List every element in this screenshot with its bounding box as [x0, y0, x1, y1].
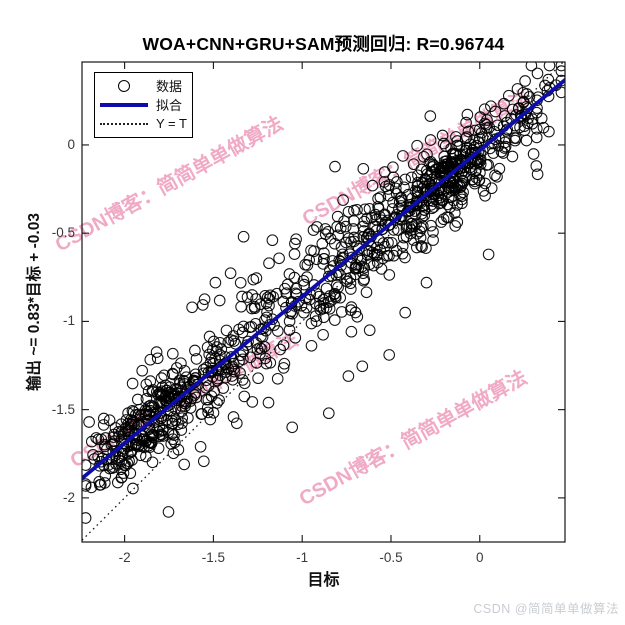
y-tick-label: -2 [62, 489, 75, 505]
fit-line-icon [100, 102, 148, 107]
fit-line [82, 78, 565, 481]
csdn-diagonal-watermark: CSDN博客：简简单单做算法 [295, 365, 531, 510]
x-tick-label: -1.5 [201, 550, 226, 565]
legend-item-identity: Y = T [95, 114, 192, 133]
x-axis-label: 目标 [307, 572, 340, 589]
legend-label-identity: Y = T [156, 116, 187, 131]
x-tick-label: -2 [118, 550, 131, 565]
y-tick-label: -1 [62, 313, 75, 329]
y-tick-label: 0 [67, 136, 75, 152]
axis-ticks [82, 62, 565, 542]
chart-title: WOA+CNN+GRU+SAM预测回归: R=0.96744 [142, 34, 505, 54]
x-tick-label: 0 [475, 550, 484, 565]
legend-label-fit: 拟合 [156, 98, 183, 113]
legend-item-fit: 拟合 [95, 95, 192, 114]
y-tick-label: -1.5 [51, 401, 75, 417]
y-tick-label: -0.5 [51, 225, 75, 241]
legend-label-data: 数据 [156, 79, 183, 94]
legend: 数据 拟合 Y = T [94, 72, 193, 138]
x-tick-label: -0.5 [379, 550, 403, 565]
identity-line-icon [100, 122, 148, 125]
data-marker-icon [100, 79, 148, 92]
legend-item-data: 数据 [95, 76, 192, 95]
csdn-corner-watermark: CSDN @简简单单做算法 [473, 602, 619, 616]
plot-border [81, 61, 566, 543]
x-tick-label: -1 [296, 550, 309, 565]
